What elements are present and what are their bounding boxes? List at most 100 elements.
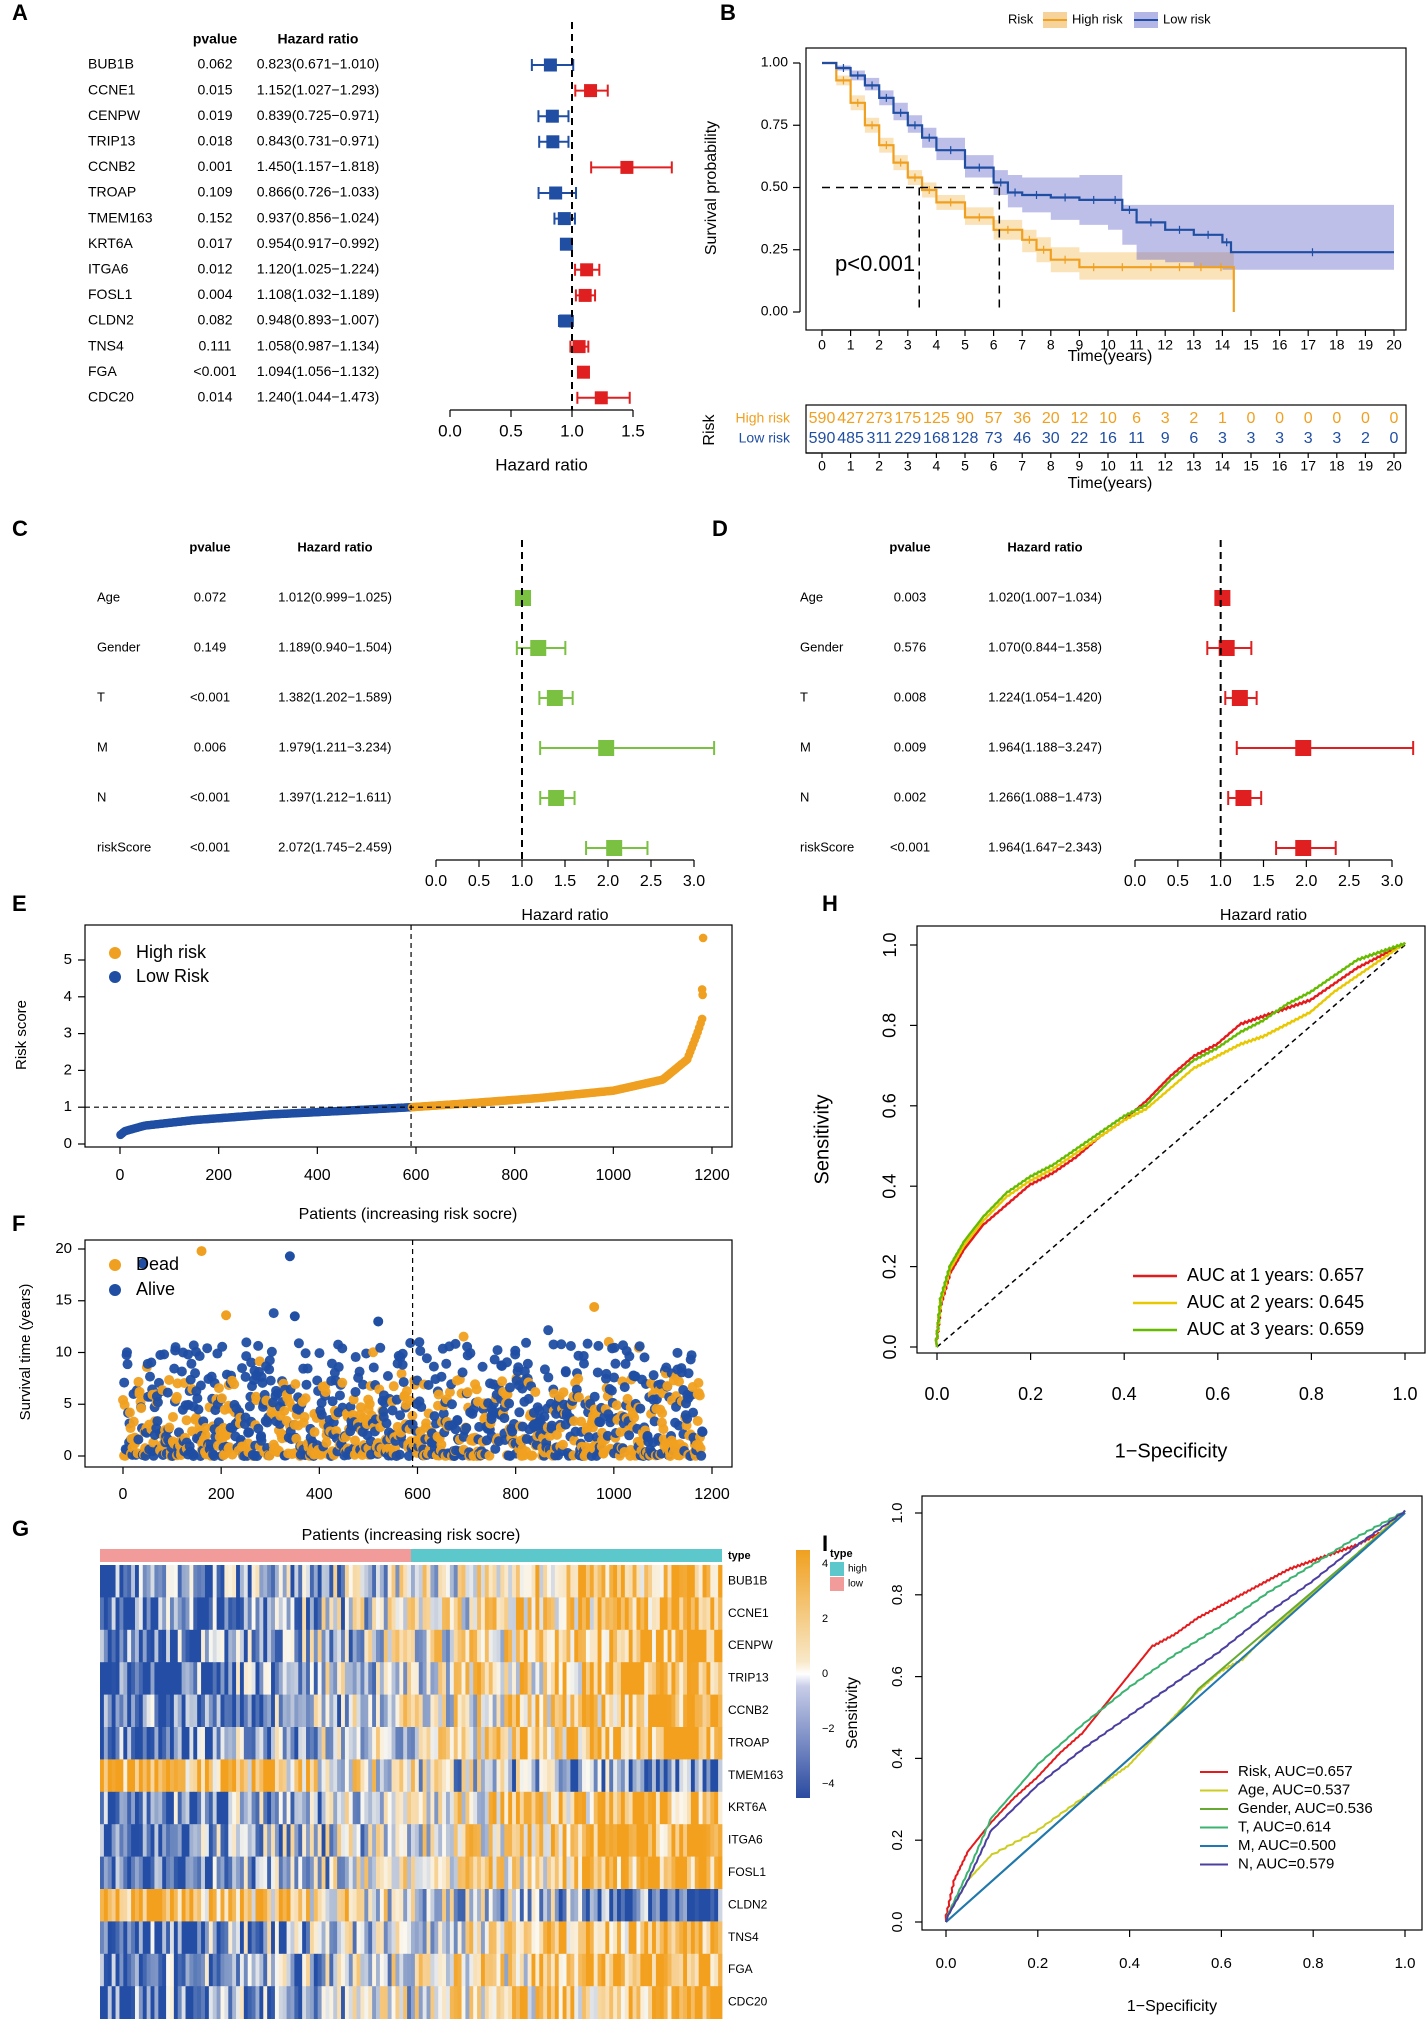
g-heatmap-cell [158, 1629, 163, 1663]
g-heatmap-cell [659, 1629, 665, 1663]
g-heatmap-cell [399, 1629, 404, 1663]
g-heatmap-cell [667, 1727, 672, 1760]
g-heatmap-cell [710, 1759, 715, 1793]
forest-row-name: CCNB2 [88, 158, 136, 174]
g-heatmap-cell [216, 1856, 221, 1890]
g-heatmap-cell [189, 1856, 194, 1890]
g-heatmap-cell [247, 1565, 253, 1598]
g-heatmap-cell [177, 1889, 183, 1922]
g-heatmap-cell [426, 1694, 431, 1728]
f-point [452, 1414, 463, 1425]
g-heatmap-cell [702, 1629, 707, 1663]
g-heatmap-cell [306, 1791, 311, 1825]
g-heatmap-cell [465, 1953, 470, 1987]
g-heatmap-cell [239, 1694, 245, 1728]
g-heatmap-cell [150, 1629, 155, 1663]
g-heatmap-cell [302, 1791, 307, 1825]
km-y-tick-label: 0.00 [761, 303, 788, 319]
forest-row-hr: 1.224(1.054−1.420) [988, 689, 1102, 704]
forest-row-name: TROAP [88, 184, 136, 200]
roc-curve [934, 941, 1406, 1348]
g-heatmap-cell [341, 1824, 346, 1857]
g-heatmap-cell [562, 1759, 567, 1793]
g-heatmap-cell [228, 1565, 233, 1598]
g-heatmap-cell [201, 1597, 206, 1631]
g-heatmap-cell [224, 1889, 229, 1922]
forest-row-name: ITGA6 [88, 261, 129, 277]
g-heatmap-cell [232, 1565, 237, 1598]
g-heatmap-cell [620, 1953, 626, 1987]
forest-point [1218, 640, 1235, 656]
g-heatmap-cell [150, 1694, 155, 1728]
g-heatmap-cell [251, 1889, 256, 1922]
g-heatmap-cell [585, 1662, 591, 1695]
g-heatmap-cell [659, 1565, 665, 1598]
g-heatmap-cell [302, 1759, 307, 1793]
g-heatmap-cell [690, 1597, 696, 1631]
g-heatmap-cell [484, 1597, 490, 1631]
g-heatmap-cell [251, 1662, 256, 1695]
forest-x-tick-label: 0.0 [1124, 873, 1146, 890]
g-heatmap-cell [659, 1986, 665, 2019]
f-point [327, 1396, 338, 1407]
g-heatmap-cell [718, 1791, 723, 1825]
g-heatmap-cell [484, 1759, 490, 1793]
g-heatmap-cell [169, 1629, 175, 1663]
g-heatmap-cell [189, 1694, 194, 1728]
g-heatmap-cell [201, 1759, 206, 1793]
g-heatmap-cell [422, 1565, 427, 1598]
g-heatmap-cells [100, 1565, 723, 2019]
g-heatmap-cell [177, 1727, 183, 1760]
g-heatmap-cell [648, 1565, 653, 1598]
g-heatmap-cell [597, 1565, 602, 1598]
g-heatmap-cell [208, 1629, 214, 1663]
g-heatmap-cell [543, 1759, 548, 1793]
g-heatmap-cell [341, 1694, 346, 1728]
g-heatmap-cell [173, 1597, 179, 1631]
e-y-tick-label: 4 [64, 988, 72, 1005]
g-heatmap-cell [492, 1597, 497, 1631]
g-heatmap-cell [675, 1694, 680, 1728]
g-heatmap-cell [368, 1629, 373, 1663]
g-heatmap-cell [620, 1565, 626, 1598]
g-heatmap-cell [655, 1856, 661, 1890]
g-heatmap-cell [162, 1986, 167, 2019]
g-heatmap-cell [119, 1629, 124, 1663]
g-heatmap-cell [644, 1662, 649, 1695]
g-heatmap-cell [694, 1856, 700, 1890]
g-heatmap-cell [562, 1856, 567, 1890]
g-heatmap-cell [107, 1889, 113, 1922]
forest-point [515, 590, 532, 606]
g-heatmap-cell [212, 1662, 218, 1695]
g-heatmap-cell [313, 1662, 319, 1695]
g-heatmap-cell [103, 1694, 109, 1728]
g-heatmap-cell [407, 1565, 412, 1598]
g-heatmap-cell [675, 1727, 680, 1760]
g-heatmap-cell [523, 1629, 529, 1663]
f-x-tick-label: 200 [208, 1486, 235, 1503]
g-heatmap-cell [274, 1791, 280, 1825]
g-heatmap-cell [539, 1824, 544, 1857]
g-annotation-bar-low [100, 1549, 411, 1562]
g-heatmap-cell [239, 1662, 245, 1695]
g-heatmap-cell [477, 1727, 482, 1760]
g-heatmap-cell [142, 1791, 148, 1825]
g-heatmap-cell [208, 1694, 214, 1728]
g-heatmap-cell [259, 1629, 264, 1663]
g-heatmap-cell [282, 1921, 287, 1955]
g-heatmap-cell [356, 1565, 361, 1598]
g-heatmap-cell [383, 1727, 389, 1760]
g-heatmap-cell [216, 1727, 221, 1760]
f-point [122, 1359, 133, 1370]
g-heatmap-cell [372, 1889, 377, 1922]
g-heatmap-cell [582, 1629, 587, 1663]
g-heatmap-cell [422, 1694, 427, 1728]
g-heatmap-cell [566, 1759, 571, 1793]
g-legend-label-high: high [848, 1564, 867, 1575]
g-heatmap-cell [329, 1791, 334, 1825]
g-heatmap-cell [449, 1694, 455, 1728]
g-heatmap-cell [496, 1791, 501, 1825]
g-heatmap-cell [286, 1759, 291, 1793]
g-heatmap-cell [430, 1629, 435, 1663]
g-heatmap-cell [119, 1921, 124, 1955]
